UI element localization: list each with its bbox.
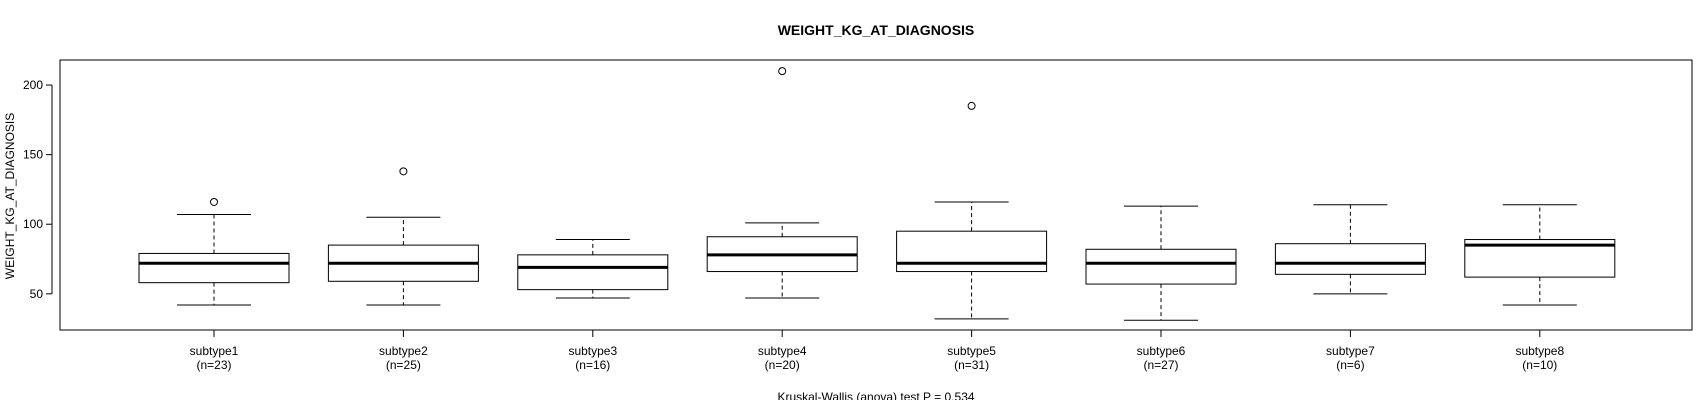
y-axis: 50 100 150 200	[23, 78, 53, 301]
outlier-point	[778, 67, 787, 76]
box-subtype2: subtype2(n=25)	[327, 167, 479, 372]
x-tick-count: (n=16)	[575, 358, 610, 372]
x-tick-label: subtype5	[947, 344, 996, 358]
plot-frame	[59, 59, 1693, 331]
y-tick-label: 100	[23, 217, 43, 231]
y-tick-label: 50	[30, 287, 44, 301]
x-tick-count: (n=10)	[1522, 358, 1557, 372]
x-tick-count: (n=23)	[196, 358, 231, 372]
x-tick-count: (n=6)	[1336, 358, 1364, 372]
x-tick-label: subtype1	[190, 344, 239, 358]
x-tick-count: (n=31)	[954, 358, 989, 372]
box-subtype8: subtype8(n=10)	[1464, 204, 1616, 372]
box-subtype5: subtype5(n=31)	[896, 101, 1048, 372]
iqr-box	[1085, 248, 1237, 285]
box-series: subtype1(n=23)subtype2(n=25)subtype3(n=1…	[138, 67, 1616, 372]
x-tick-label: subtype8	[1515, 344, 1564, 358]
outlier-point	[210, 197, 218, 206]
box-subtype1: subtype1(n=23)	[138, 197, 290, 372]
x-tick-label: subtype6	[1137, 344, 1186, 358]
iqr-box	[138, 252, 290, 284]
y-axis-label: WEIGHT_KG_AT_DIAGNOSIS	[3, 113, 17, 279]
box-subtype6: subtype6(n=27)	[1085, 205, 1237, 372]
y-tick-label: 150	[23, 148, 43, 162]
iqr-box	[1274, 243, 1426, 275]
x-tick-label: subtype2	[379, 344, 428, 358]
box-subtype3: subtype3(n=16)	[517, 239, 669, 372]
x-axis-label: Kruskal-Wallis (anova) test P = 0.534	[777, 390, 974, 400]
y-tick-label: 200	[23, 78, 43, 92]
x-tick-label: subtype7	[1326, 344, 1375, 358]
box-subtype4: subtype4(n=20)	[706, 67, 858, 372]
outlier-point	[967, 101, 976, 110]
outlier-point	[399, 167, 408, 176]
x-tick-count: (n=27)	[1143, 358, 1178, 372]
iqr-box	[896, 230, 1048, 273]
x-tick-label: subtype3	[568, 344, 617, 358]
box-subtype7: subtype7(n=6)	[1274, 204, 1426, 372]
chart-title: WEIGHT_KG_AT_DIAGNOSIS	[778, 22, 975, 38]
x-tick-count: (n=20)	[765, 358, 800, 372]
x-tick-count: (n=25)	[386, 358, 421, 372]
x-tick-label: subtype4	[758, 344, 807, 358]
iqr-box	[517, 254, 669, 291]
